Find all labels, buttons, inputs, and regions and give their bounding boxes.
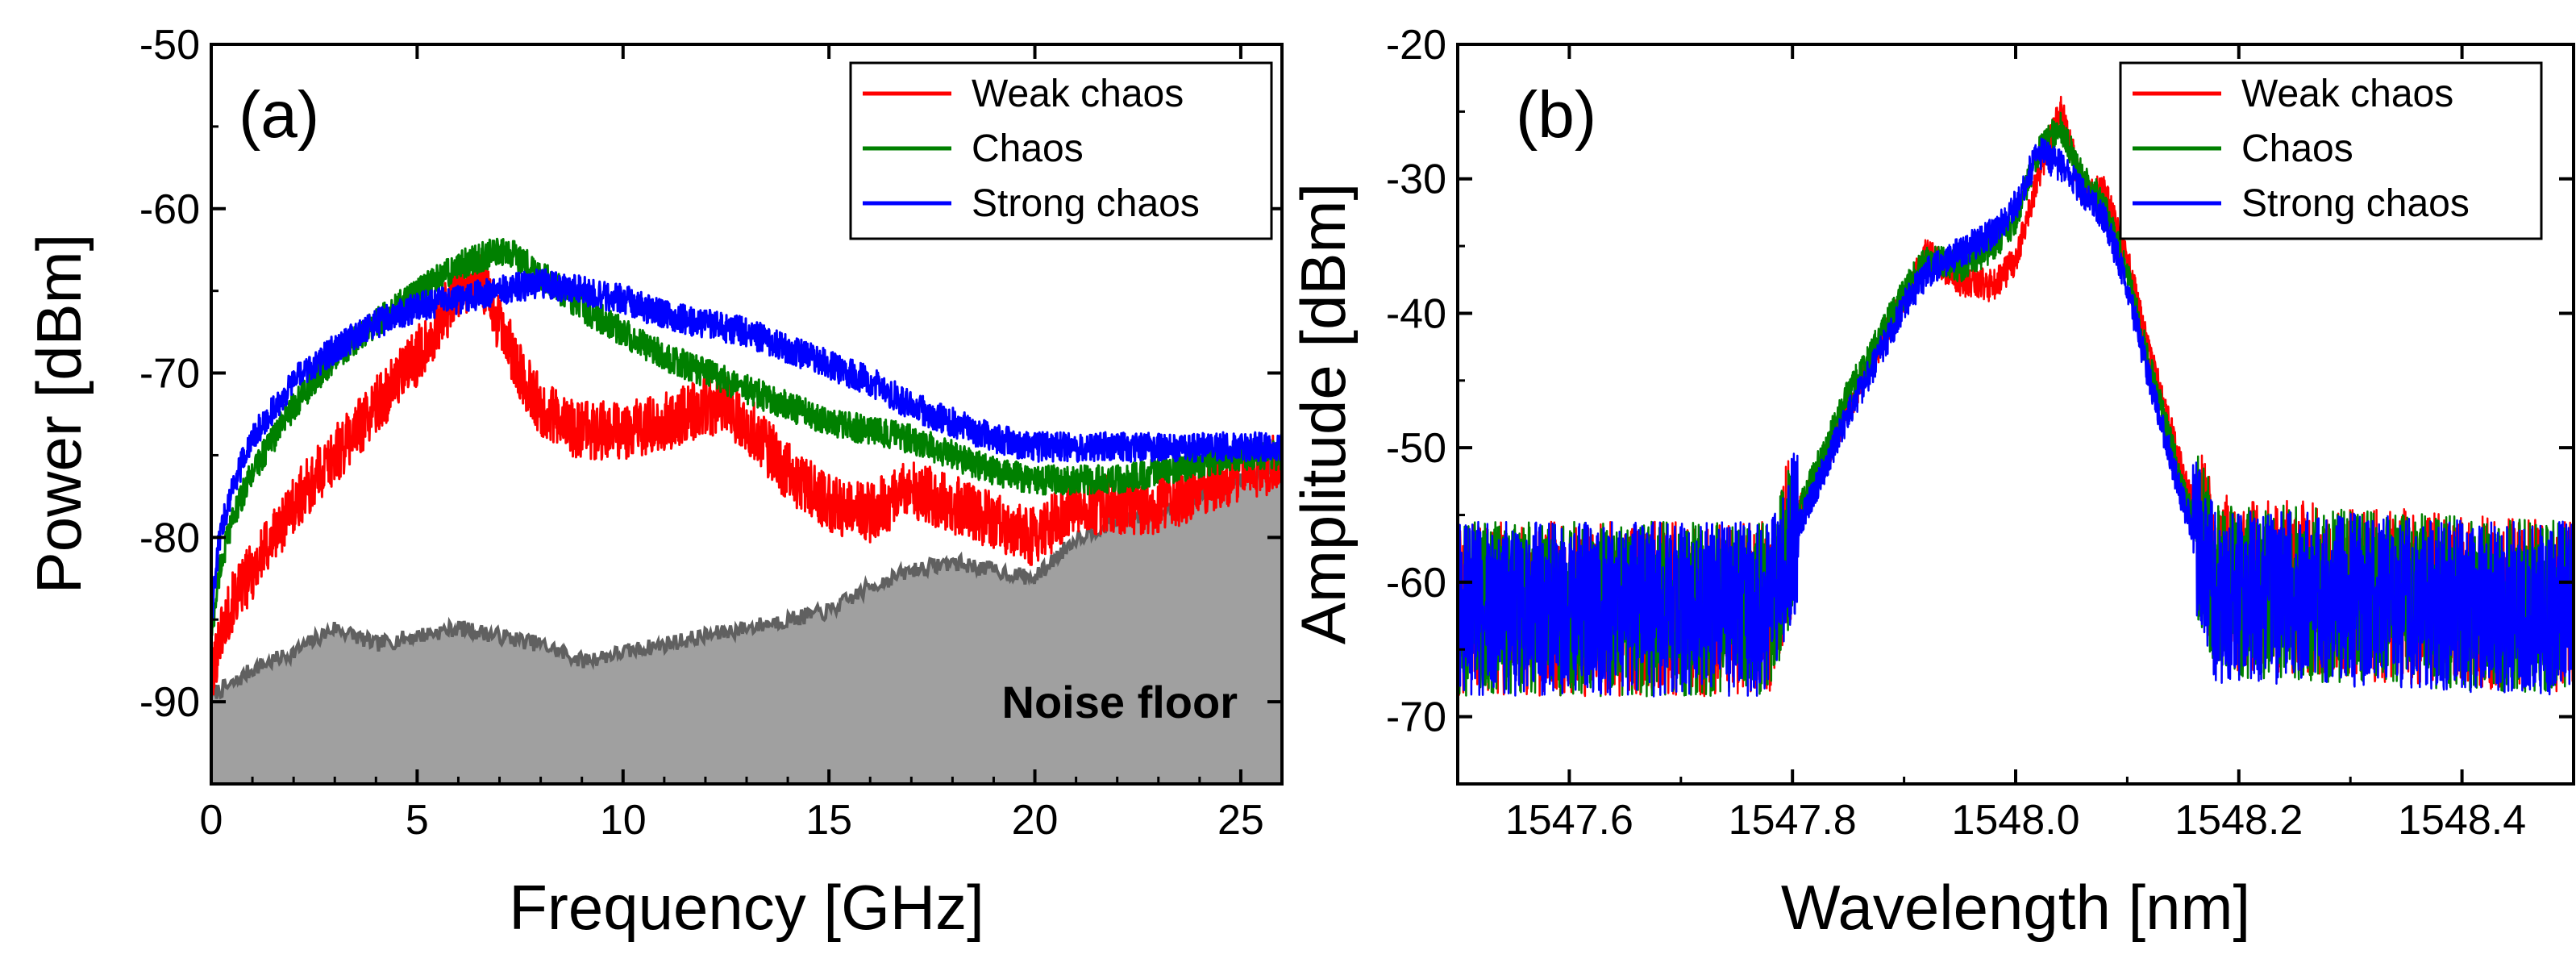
y-tick-label: -60 — [139, 186, 200, 233]
x-tick-label: 1547.6 — [1505, 797, 1633, 844]
x-tick-label: 1548.0 — [1951, 797, 2079, 844]
legend-label-chaos: Chaos — [972, 127, 1084, 170]
panel-a-legend: Weak chaos Chaos Strong chaos — [849, 61, 1273, 240]
x-tick-label: 1548.2 — [2174, 797, 2303, 844]
y-tick-label: -40 — [1386, 290, 1446, 337]
series-strong-chaos — [1458, 137, 2574, 698]
legend-label-strong-chaos: Strong chaos — [972, 182, 1200, 225]
legend-label-weak-chaos: Weak chaos — [2241, 73, 2453, 115]
panel-a-x-axis-title: Frequency [GHz] — [509, 872, 984, 943]
y-tick-label: -70 — [1386, 694, 1446, 741]
y-tick-label: -50 — [139, 22, 200, 69]
x-tick-label: 1548.4 — [2398, 797, 2526, 844]
y-tick-label: -30 — [1386, 156, 1446, 203]
y-tick-label: -50 — [1386, 425, 1446, 472]
noise-floor-area — [211, 457, 1282, 784]
x-tick-label: 5 — [406, 797, 429, 844]
y-tick-label: -60 — [1386, 560, 1446, 606]
panel-a-label: (a) — [239, 78, 319, 152]
noise-floor-annotation: Noise floor — [1002, 677, 1238, 727]
panel-b-ticks: 1547.6 1547.8 1548.0 1548.2 1548.4 -70 -60 -50 -… — [1386, 22, 2575, 844]
x-tick-label: 0 — [200, 797, 223, 844]
x-tick-label: 1547.8 — [1729, 797, 1857, 844]
y-tick-label: -70 — [139, 351, 200, 398]
panel-a-y-axis-title: Power [dBm] — [23, 234, 94, 594]
y-tick-label: -90 — [139, 679, 200, 726]
y-tick-label: -20 — [1386, 22, 1446, 69]
legend-label-strong-chaos: Strong chaos — [2241, 182, 2470, 225]
panel-b-x-axis-title: Wavelength [nm] — [1781, 872, 2250, 943]
legend-label-weak-chaos: Weak chaos — [972, 73, 1184, 115]
series-strong-chaos — [211, 268, 1282, 627]
panel-a-power-spectrum: 0 5 10 15 20 25 -90 -80 -70 -60 -50 (a) Noise floo… — [23, 22, 1284, 943]
x-tick-label: 20 — [1012, 797, 1059, 844]
x-tick-label: 10 — [600, 797, 647, 844]
panel-b-series — [1458, 95, 2574, 698]
x-tick-label: 25 — [1217, 797, 1264, 844]
panel-a-series — [211, 237, 1282, 700]
panel-a-ticks: 0 5 10 15 20 25 -90 -80 -70 -60 -50 — [139, 22, 1284, 844]
panel-b-optical-spectrum: 1547.6 1547.8 1548.0 1548.2 1548.4 -70 -60 -50 -… — [1288, 22, 2575, 943]
series-weak-chaos — [211, 248, 1282, 699]
panel-b-y-axis-title: Amplitude [dBm] — [1288, 183, 1359, 644]
y-tick-label: -80 — [139, 515, 200, 561]
legend-label-chaos: Chaos — [2241, 127, 2353, 170]
panel-b-legend: Weak chaos Chaos Strong chaos — [2119, 61, 2543, 240]
x-tick-label: 15 — [805, 797, 852, 844]
panel-b-label: (b) — [1516, 78, 1596, 152]
